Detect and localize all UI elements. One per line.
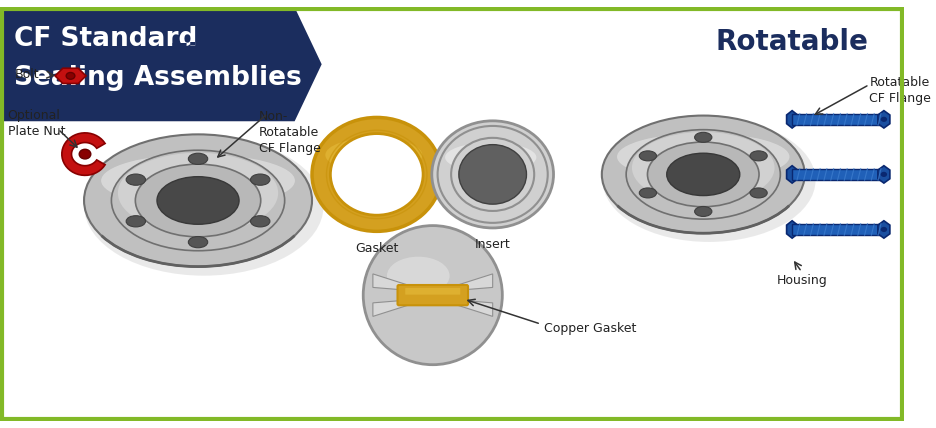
FancyBboxPatch shape [405,288,461,294]
Ellipse shape [446,143,536,172]
FancyBboxPatch shape [792,169,884,180]
FancyBboxPatch shape [613,177,794,191]
Ellipse shape [695,206,712,217]
Ellipse shape [750,188,768,198]
Ellipse shape [330,134,423,215]
Ellipse shape [603,119,815,242]
Polygon shape [786,166,797,183]
Text: Housing: Housing [777,274,827,287]
Ellipse shape [648,142,759,207]
Ellipse shape [750,151,768,161]
Text: Rotatable: Rotatable [716,28,869,56]
Text: Fixed: Fixed [170,42,256,70]
Ellipse shape [666,153,739,196]
Polygon shape [0,7,322,121]
Polygon shape [878,110,890,128]
Ellipse shape [84,134,312,267]
Polygon shape [878,166,890,183]
Ellipse shape [118,153,278,233]
Ellipse shape [80,149,91,159]
FancyBboxPatch shape [398,285,468,305]
Ellipse shape [101,154,295,207]
Ellipse shape [387,257,449,295]
Ellipse shape [188,237,208,248]
FancyBboxPatch shape [95,203,301,219]
Text: Copper Gasket: Copper Gasket [544,322,636,336]
Ellipse shape [126,174,145,185]
Ellipse shape [326,138,422,172]
Ellipse shape [639,151,656,161]
Ellipse shape [602,116,805,233]
Polygon shape [373,274,425,316]
Text: Bolt: Bolt [14,68,39,81]
Ellipse shape [639,188,656,198]
Text: Insert: Insert [475,238,510,251]
Ellipse shape [632,132,775,203]
FancyBboxPatch shape [792,113,884,125]
Ellipse shape [84,137,324,276]
Text: Rotatable
CF Flange: Rotatable CF Flange [870,76,931,105]
Ellipse shape [251,216,270,227]
Ellipse shape [881,172,887,177]
Ellipse shape [111,150,285,251]
Ellipse shape [451,138,534,211]
Ellipse shape [695,132,712,143]
Ellipse shape [136,164,261,237]
Text: Non-
Rotatable
CF Flange: Non- Rotatable CF Flange [259,110,321,155]
Ellipse shape [157,177,239,224]
Ellipse shape [881,227,887,232]
Ellipse shape [66,72,75,79]
Polygon shape [55,68,86,83]
Polygon shape [62,133,105,175]
Polygon shape [786,221,797,238]
Polygon shape [786,110,797,128]
Ellipse shape [459,145,526,204]
Ellipse shape [188,153,208,164]
Text: Optional
Plate Nut: Optional Plate Nut [7,109,66,138]
Text: CF Standard: CF Standard [14,26,197,52]
Polygon shape [878,221,890,238]
Ellipse shape [363,226,503,365]
Text: Sealing Assemblies: Sealing Assemblies [14,65,302,91]
Polygon shape [441,274,492,316]
Ellipse shape [312,117,442,232]
Ellipse shape [126,216,145,227]
Ellipse shape [617,133,789,180]
Ellipse shape [251,174,270,185]
Ellipse shape [881,117,887,122]
Text: Gasket: Gasket [355,242,399,255]
Ellipse shape [626,130,781,219]
FancyBboxPatch shape [792,224,884,235]
Ellipse shape [431,121,553,228]
